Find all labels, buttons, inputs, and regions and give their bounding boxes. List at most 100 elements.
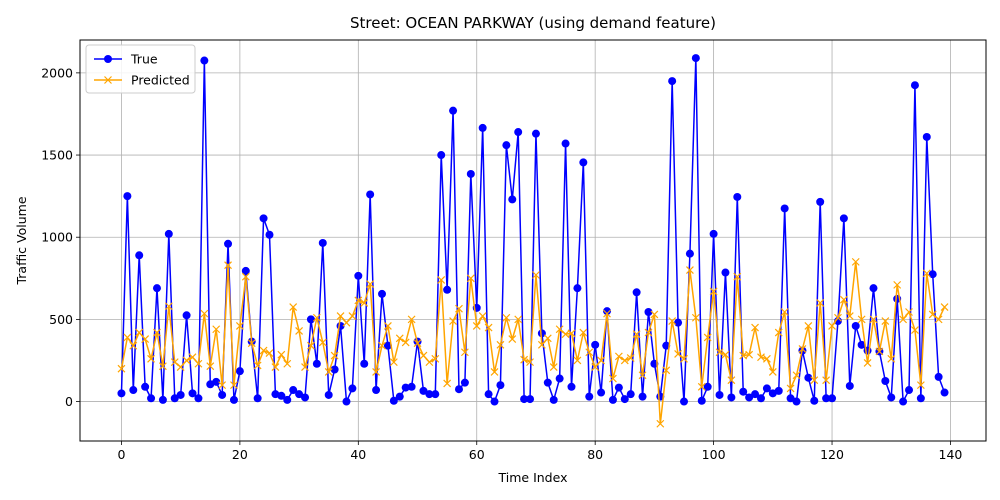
data-point-true [253, 394, 262, 403]
data-point-predicted [609, 374, 617, 383]
data-point-predicted [691, 313, 700, 322]
data-point-predicted [768, 368, 777, 376]
data-point-predicted [804, 322, 813, 330]
data-point-true [295, 390, 304, 399]
data-point-predicted [348, 312, 357, 321]
data-point-true [721, 268, 730, 277]
data-point-predicted [626, 354, 635, 362]
data-point-true [164, 229, 173, 238]
data-point-true [526, 395, 535, 404]
data-point-predicted [940, 303, 949, 311]
data-point-predicted [188, 353, 197, 362]
data-point-predicted [875, 347, 884, 356]
data-point-true [141, 382, 150, 391]
data-point-predicted [774, 328, 783, 337]
x-tick-label: 120 [820, 447, 844, 462]
data-point-predicted [668, 317, 677, 325]
data-point-predicted [271, 363, 280, 371]
data-point-predicted [857, 315, 866, 324]
data-point-predicted [881, 317, 890, 325]
data-point-predicted [715, 348, 724, 357]
data-point-true [709, 229, 718, 238]
data-point-true [857, 340, 866, 349]
data-point-true [490, 397, 499, 406]
data-point-true [425, 390, 434, 399]
data-point-true [573, 284, 582, 293]
data-point-true [899, 397, 908, 406]
data-point-predicted [532, 271, 540, 279]
data-point-true [277, 391, 286, 400]
data-point-predicted [366, 280, 375, 288]
data-point-predicted [549, 363, 558, 371]
data-point-true [745, 393, 754, 402]
data-point-predicted [330, 351, 339, 360]
data-point-true [188, 389, 197, 398]
x-tick-label: 40 [350, 447, 366, 462]
y-tick-label: 0 [65, 394, 73, 409]
data-point-true [822, 394, 831, 403]
data-point-predicted [810, 376, 819, 385]
data-point-true [928, 270, 937, 279]
data-point-predicted [757, 353, 765, 362]
data-point-predicted [709, 287, 718, 296]
data-point-predicted [614, 352, 623, 361]
data-point-predicted [443, 379, 452, 388]
data-point-predicted [449, 317, 457, 325]
data-point-predicted [514, 315, 523, 324]
x-axis-title: Time Index [498, 470, 568, 485]
data-point-predicted [472, 322, 481, 330]
data-point-true [366, 190, 375, 199]
data-point-true [810, 396, 819, 405]
data-point-predicted [407, 315, 416, 324]
data-point-true [780, 204, 789, 213]
data-point-predicted [206, 362, 215, 371]
data-point-predicted [869, 315, 878, 324]
data-point-predicted [685, 266, 694, 275]
legend-marker-true [104, 55, 112, 63]
data-point-true [608, 395, 617, 404]
data-point-true [680, 397, 688, 406]
data-point-predicted [123, 333, 132, 342]
data-point-predicted [200, 309, 209, 318]
data-point-true [887, 393, 896, 402]
data-point-true [147, 394, 156, 403]
data-point-predicted [502, 313, 511, 322]
data-point-predicted [170, 358, 179, 367]
data-point-predicted [431, 354, 440, 363]
data-point-true [691, 54, 700, 63]
data-point-true [176, 390, 185, 399]
data-point-true [597, 388, 606, 397]
data-point-true [674, 318, 683, 327]
data-point-true [756, 394, 765, 403]
data-point-predicted [845, 312, 854, 321]
data-point-predicted [176, 363, 185, 371]
data-point-true [170, 394, 179, 403]
data-point-true [496, 381, 505, 390]
data-point-predicted [289, 303, 298, 311]
y-tick-label: 1500 [41, 148, 73, 163]
data-point-true [561, 139, 570, 148]
data-point-predicted [508, 335, 517, 344]
legend-label-predicted: Predicted [131, 73, 190, 88]
data-point-predicted [241, 272, 250, 281]
data-point-predicted [389, 358, 398, 367]
data-point-true [378, 289, 386, 298]
data-point-predicted [526, 358, 534, 367]
data-point-predicted [182, 356, 191, 365]
data-point-true [383, 341, 392, 350]
data-point-predicted [893, 280, 902, 289]
legend-marker-predicted [104, 76, 112, 84]
data-point-true [703, 382, 712, 391]
data-point-predicted [224, 261, 232, 270]
data-point-predicted [520, 355, 529, 364]
data-point-true [437, 151, 446, 160]
legend: True Predicted [85, 44, 196, 94]
data-point-true [289, 386, 298, 395]
data-point-predicted [277, 350, 286, 359]
data-point-predicted [383, 322, 392, 330]
data-point-true [259, 214, 268, 223]
data-point-true [632, 288, 641, 297]
data-point-predicted [378, 341, 386, 350]
x-tick-label: 100 [702, 447, 726, 462]
data-point-predicted [318, 338, 327, 347]
